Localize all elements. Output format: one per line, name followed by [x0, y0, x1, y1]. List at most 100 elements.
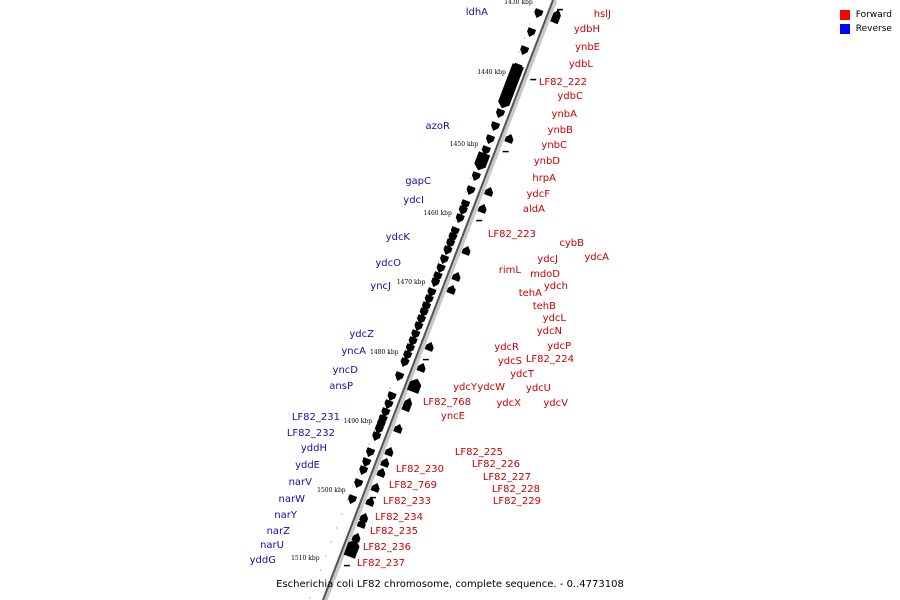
- forward-gene-label: LF82_227: [483, 472, 531, 483]
- forward-gene-label: mdoD: [530, 269, 560, 280]
- minor-tick: [319, 569, 322, 571]
- forward-gene-LF82_227: [381, 407, 391, 417]
- minor-tick: [432, 275, 434, 277]
- reverse-gene-narZ: [356, 519, 366, 529]
- reverse-gene-label: yncJ: [370, 281, 391, 292]
- map-caption: Escherichia coli LF82 chromosome, comple…: [276, 579, 624, 590]
- tick-label: 1450 kbp: [450, 141, 479, 148]
- forward-gene-ydcP: [424, 294, 434, 304]
- reverse-gene-leader: [360, 370, 393, 382]
- reverse-gene-yncJ: [446, 285, 456, 295]
- minor-tick: [330, 541, 332, 543]
- reverse-gene-leader: [412, 237, 444, 247]
- forward-gene-label: ydcV: [543, 398, 568, 409]
- forward-gene-label: LF82_237: [357, 558, 405, 569]
- forward-gene-label: LF82_234: [375, 512, 423, 523]
- legend-forward: Forward: [839, 8, 892, 22]
- forward-gene-LF82_235: [359, 465, 369, 475]
- minor-tick: [529, 23, 531, 25]
- tick-label: 1470 kbp: [397, 279, 426, 286]
- forward-gene-label: ydcY: [453, 382, 478, 393]
- forward-gene-label: ynbD: [534, 156, 561, 167]
- forward-gene-ynbB: [491, 121, 501, 131]
- forward-gene-label: LF82_226: [472, 459, 520, 470]
- reverse-gene-leader: [314, 482, 353, 484]
- reverse-gene-narU: [351, 533, 361, 543]
- reverse-gene-ydcZ: [424, 342, 434, 352]
- forward-gene-label: cybB: [559, 238, 584, 249]
- reverse-gene-label: yncA: [341, 346, 366, 357]
- forward-gene-LF82_236: [354, 478, 364, 488]
- reverse-gene-leader: [337, 433, 367, 448]
- forward-gene-label: LF82_224: [526, 354, 574, 365]
- reverse-gene-leader: [307, 498, 348, 499]
- reverse-gene-ldhA: [550, 9, 561, 25]
- forward-gene-LF82_229: [374, 424, 384, 434]
- forward-gene-label: LF82_225: [455, 447, 503, 458]
- minor-tick: [314, 583, 316, 585]
- forward-gene-label: LF82_233: [383, 496, 431, 507]
- forward-gene-aldA: [466, 185, 476, 195]
- forward-gene-hslJ: [534, 8, 544, 18]
- tick-label: 1430 kbp: [504, 0, 533, 6]
- forward-gene-label: LF82_223: [488, 229, 536, 240]
- forward-gene-label: LF82_236: [363, 542, 411, 553]
- forward-gene-label: LF82_222: [539, 77, 587, 88]
- reverse-gene-leader: [452, 126, 487, 135]
- forward-gene-LF82_234: [362, 457, 372, 467]
- reverse-gene-ansP: [401, 397, 413, 413]
- tick-label: 1460 kbp: [423, 210, 452, 217]
- minor-tick: [454, 219, 456, 221]
- forward-gene-label: LF82_230: [396, 464, 444, 475]
- minor-tick: [373, 429, 375, 431]
- reverse-gene-leader: [376, 334, 408, 343]
- legend-forward-swatch: [839, 10, 850, 20]
- forward-gene-label: ydcU: [526, 383, 551, 394]
- minor-tick: [357, 471, 359, 473]
- minor-tick: [309, 597, 311, 599]
- forward-gene-ynbE: [520, 45, 530, 55]
- forward-gene-leader: [403, 428, 442, 469]
- minor-tick: [518, 51, 520, 53]
- forward-gene-label: ydcA: [584, 252, 609, 263]
- forward-gene-ydcA: [455, 213, 465, 223]
- forward-gene-ydcU: [408, 336, 418, 346]
- forward-gene-mdoD: [446, 238, 456, 248]
- forward-gene-label: hrpA: [532, 173, 556, 184]
- reverse-gene-label: LF82_232: [287, 428, 335, 439]
- minor-tick: [336, 527, 338, 529]
- reverse-gene-label: ydcZ: [349, 329, 374, 340]
- forward-gene-leader: [432, 352, 469, 402]
- reverse-gene-LF82_232: [384, 447, 394, 457]
- reverse-gene-label: yddE: [295, 460, 320, 471]
- reverse-gene-label: yddG: [250, 555, 276, 566]
- backbone-shadow: [322, 0, 558, 600]
- reverse-gene-label: narZ: [267, 526, 291, 537]
- forward-gene-label: ydbC: [557, 91, 583, 102]
- legend-reverse-swatch: [839, 24, 850, 34]
- minor-tick: [480, 149, 483, 151]
- forward-gene-hrpA: [474, 151, 491, 171]
- reverse-gene-leader: [286, 534, 334, 545]
- chromosome-backbone: [322, 0, 554, 600]
- minor-tick: [325, 555, 327, 557]
- forward-gene-label: ynbE: [575, 42, 600, 53]
- forward-gene-label: LF82_235: [370, 526, 418, 537]
- forward-gene-label: LF82_229: [493, 496, 541, 507]
- forward-gene-label: ydcN: [537, 326, 562, 337]
- minor-tick: [464, 191, 466, 193]
- reverse-gene-ydcO: [451, 272, 461, 282]
- forward-gene-leader: [437, 338, 503, 387]
- forward-gene-label: ydcJ: [537, 254, 558, 265]
- reverse-gene-leader: [329, 448, 363, 459]
- minor-tick: [346, 499, 348, 501]
- forward-gene-cybB: [458, 205, 468, 215]
- forward-gene-label: LF82_769: [389, 480, 437, 491]
- reverse-gene-LF82_231: [393, 424, 403, 434]
- reverse-gene-yncD: [406, 378, 422, 394]
- forward-gene-label: tehB: [533, 301, 556, 312]
- reverse-gene-yddH: [380, 458, 390, 468]
- forward-gene-ynbC: [486, 134, 496, 144]
- forward-gene-leader: [392, 456, 429, 501]
- forward-gene-label: ynbA: [552, 109, 578, 120]
